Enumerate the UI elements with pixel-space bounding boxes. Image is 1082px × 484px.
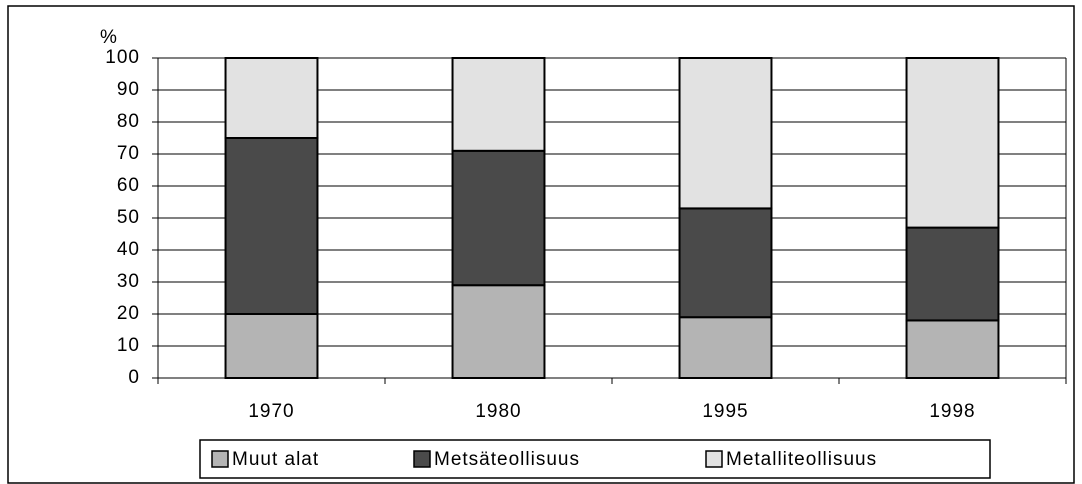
legend-swatch xyxy=(705,450,723,468)
legend-frame xyxy=(199,439,991,479)
y-tick-label: 100 xyxy=(105,47,140,68)
bar-segment xyxy=(224,137,319,315)
legend-swatch xyxy=(413,450,431,468)
y-tick-label: 90 xyxy=(117,79,140,100)
y-tick-label: 40 xyxy=(117,239,140,260)
x-tick-label: 1998 xyxy=(929,401,975,422)
bar-segment xyxy=(451,284,546,380)
bar-segment xyxy=(905,57,1000,229)
y-tick-label: 0 xyxy=(128,367,140,388)
legend-label: Metsäteollisuus xyxy=(434,449,580,470)
x-tick-label: 1995 xyxy=(702,401,748,422)
bar-segment xyxy=(678,316,773,380)
y-tick-label: 20 xyxy=(117,303,140,324)
bar-segment xyxy=(224,57,319,139)
y-tick-label: 50 xyxy=(117,207,140,228)
y-axis-label: % xyxy=(100,27,118,48)
y-tick-label: 60 xyxy=(117,175,140,196)
x-tick-label: 1970 xyxy=(248,401,294,422)
x-tick-label: 1980 xyxy=(475,401,521,422)
legend-swatch xyxy=(211,450,229,468)
y-tick-label: 30 xyxy=(117,271,140,292)
bar-segment xyxy=(905,226,1000,322)
legend-label: Muut alat xyxy=(232,449,319,470)
y-tick-label: 10 xyxy=(117,335,140,356)
bar-segment xyxy=(451,57,546,152)
bar-segment xyxy=(224,313,319,379)
legend-label: Metalliteollisuus xyxy=(726,449,877,470)
bar-segment xyxy=(678,207,773,319)
bar-segment xyxy=(905,319,1000,379)
y-tick-label: 80 xyxy=(117,111,140,132)
y-tick-label: 70 xyxy=(117,143,140,164)
bar-segment xyxy=(451,149,546,287)
chart-frame xyxy=(7,5,1075,484)
bar-segment xyxy=(678,57,773,210)
